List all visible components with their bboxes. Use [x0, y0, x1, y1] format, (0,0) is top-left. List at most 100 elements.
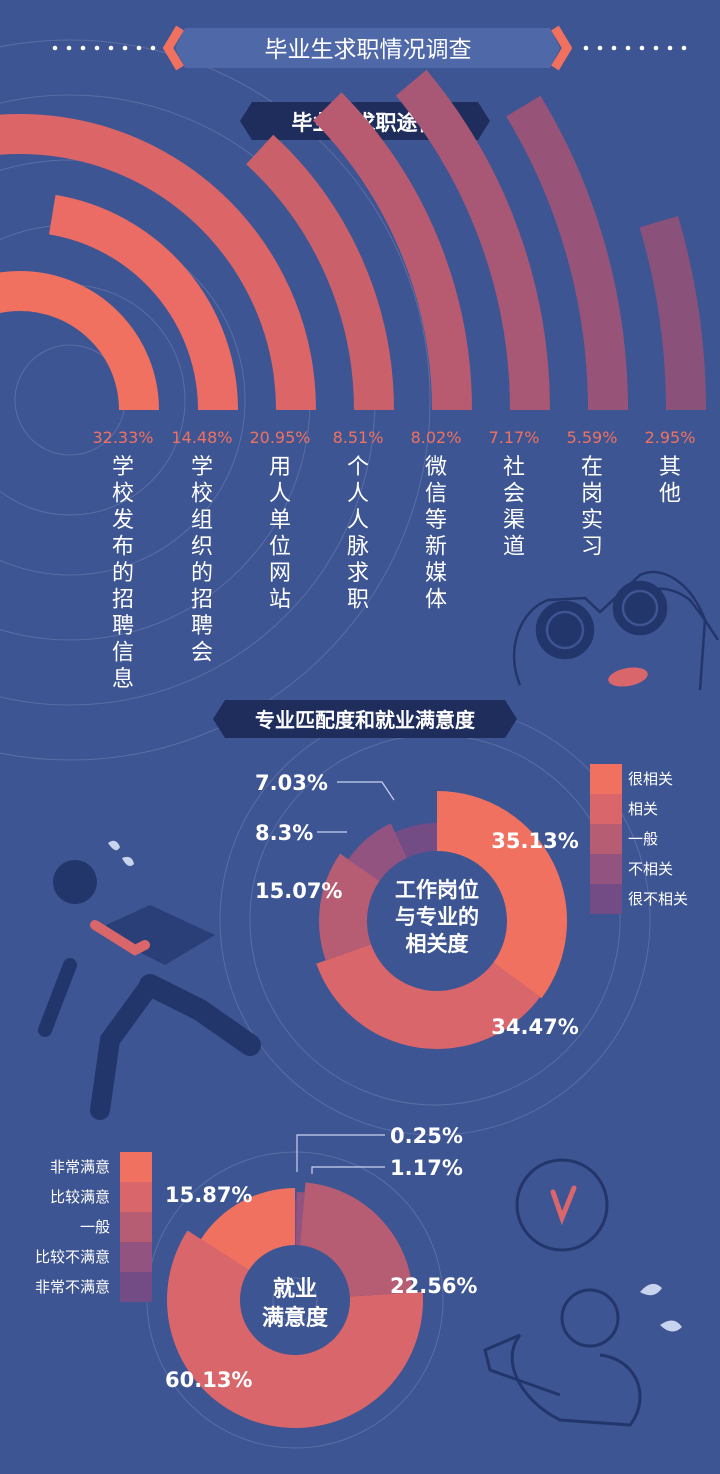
person-arm — [483, 1333, 561, 1397]
sweat-drop-icon — [640, 1283, 662, 1296]
satisfaction-value-labels: 15.87% 60.13% 22.56% 1.17% 0.25% — [165, 1124, 477, 1392]
channel-category-char: 体 — [425, 588, 447, 613]
channel-category-char: 招 — [191, 588, 213, 613]
relevance-slice — [348, 823, 408, 882]
channel-category-char: 脉 — [347, 535, 369, 560]
banner-dot — [639, 45, 645, 51]
runner-body — [95, 905, 215, 965]
header-banner: 毕业生求职情况调查 — [52, 25, 687, 71]
relevance-slice — [395, 823, 437, 858]
leader-line — [296, 1134, 385, 1172]
banner-dot — [667, 45, 673, 51]
legend-swatch — [590, 794, 622, 824]
legend-label: 很不相关 — [628, 890, 688, 908]
person-head — [560, 1288, 620, 1348]
relevance-slice — [316, 944, 540, 1049]
satisfaction-slice — [167, 1230, 423, 1428]
hand-outline — [512, 570, 720, 686]
relevance-center-line: 相关度 — [406, 932, 469, 956]
sweat-drop-icon — [660, 1320, 682, 1332]
channel-category-char: 实 — [581, 508, 603, 533]
legend-label: 非常不满意 — [35, 1278, 110, 1296]
channel-category-char: 组 — [191, 508, 213, 533]
channel-category-char: 发 — [112, 508, 134, 533]
channel-arc — [0, 271, 159, 411]
channel-category-char: 道 — [503, 535, 525, 560]
channel-category-char: 岗 — [581, 482, 603, 507]
channel-category-char: 渠 — [503, 508, 525, 533]
legend-swatch — [590, 824, 622, 854]
section2-label-bg — [213, 700, 517, 738]
clock-check-mark — [550, 1185, 577, 1226]
channel-category-char: 会 — [191, 641, 213, 666]
job-channel-percentages: 32.33% 14.48% 20.95% 8.51% 8.02% 7.17% 5.59% 2.… — [92, 428, 695, 447]
channel-pct-label: 14.48% — [171, 428, 232, 447]
legend-label: 很相关 — [628, 770, 673, 788]
channel-category-char: 织 — [191, 535, 213, 560]
banner-dot — [136, 45, 142, 51]
channel-category-char: 布 — [112, 535, 134, 560]
binocular-lens-icon — [621, 589, 659, 627]
legend-label: 比较不满意 — [35, 1248, 110, 1266]
banner-dot — [681, 45, 687, 51]
channel-category-char: 聘 — [191, 614, 213, 639]
leader-line — [311, 1166, 385, 1174]
satisfaction-center-line: 满意度 — [262, 1305, 329, 1331]
banner-dot — [653, 45, 659, 51]
channel-category-char: 新 — [425, 535, 447, 560]
runner-illustration — [38, 840, 261, 1120]
legend-label: 比较满意 — [50, 1188, 110, 1206]
binocular-lens-icon — [535, 600, 595, 660]
channel-category-char: 信 — [425, 482, 447, 507]
relevance-slice — [437, 791, 568, 999]
binocular-lens-icon — [612, 580, 668, 636]
banner-dot — [66, 45, 72, 51]
clock-icon — [515, 1158, 609, 1252]
channel-category-char: 用 — [269, 455, 291, 480]
relevance-value-label: 34.47% — [491, 1015, 578, 1039]
chevron-left-icon — [162, 25, 184, 71]
channel-pct-label: 7.17% — [489, 428, 540, 447]
channel-arc — [0, 114, 316, 411]
satisfaction-leader-lines — [296, 1134, 385, 1174]
person-body — [510, 1334, 642, 1427]
channel-arc — [246, 134, 394, 411]
relevance-center-line: 与专业的 — [395, 905, 479, 929]
channel-category-char: 他 — [659, 482, 681, 507]
job-channel-categories: 学校发布的招聘信息学校组织的招聘会用人单位网站个人人脉求职微信等新媒体社会渠道在… — [112, 455, 681, 692]
thinking-person-illustration — [483, 1158, 682, 1427]
mouth-shape — [608, 667, 648, 687]
satisfaction-value-label: 0.25% — [390, 1124, 463, 1148]
banner-dot — [52, 45, 58, 51]
channel-category-char: 媒 — [425, 561, 447, 586]
runner-head — [53, 860, 97, 904]
bg-ring — [272, 1277, 318, 1323]
satisfaction-slice — [299, 1182, 413, 1297]
legend-label: 不相关 — [628, 860, 673, 878]
relevance-value-labels: 35.13% 34.47% 15.07% 8.3% 7.03% — [255, 771, 579, 1039]
channel-pct-label: 2.95% — [645, 428, 696, 447]
sweat-drop-icon — [122, 856, 134, 866]
runner-leg — [90, 975, 160, 1120]
legend-swatch — [590, 854, 622, 884]
legend-label: 非常满意 — [50, 1158, 110, 1176]
channel-arc — [506, 95, 628, 411]
channel-category-char: 社 — [503, 455, 525, 480]
legend-swatch — [120, 1242, 152, 1272]
sweat-drop-icon — [108, 840, 120, 851]
channel-category-char: 位 — [269, 535, 291, 560]
satisfaction-center-line: 就业 — [273, 1276, 317, 1302]
satisfaction-center-label: 就业 满意度 — [262, 1276, 329, 1331]
channel-category-char: 息 — [112, 667, 134, 692]
channel-arc — [639, 216, 706, 411]
banner-dot — [150, 45, 156, 51]
relevance-center-label: 工作岗位 与专业的 相关度 — [395, 878, 479, 956]
legend-label: 一般 — [80, 1218, 110, 1236]
channel-pct-label: 32.33% — [92, 428, 153, 447]
legend-swatch — [120, 1152, 152, 1182]
dots-left — [52, 45, 156, 51]
banner-dot — [94, 45, 100, 51]
legend-label: 相关 — [628, 800, 658, 818]
channel-category-char: 学 — [112, 455, 134, 480]
